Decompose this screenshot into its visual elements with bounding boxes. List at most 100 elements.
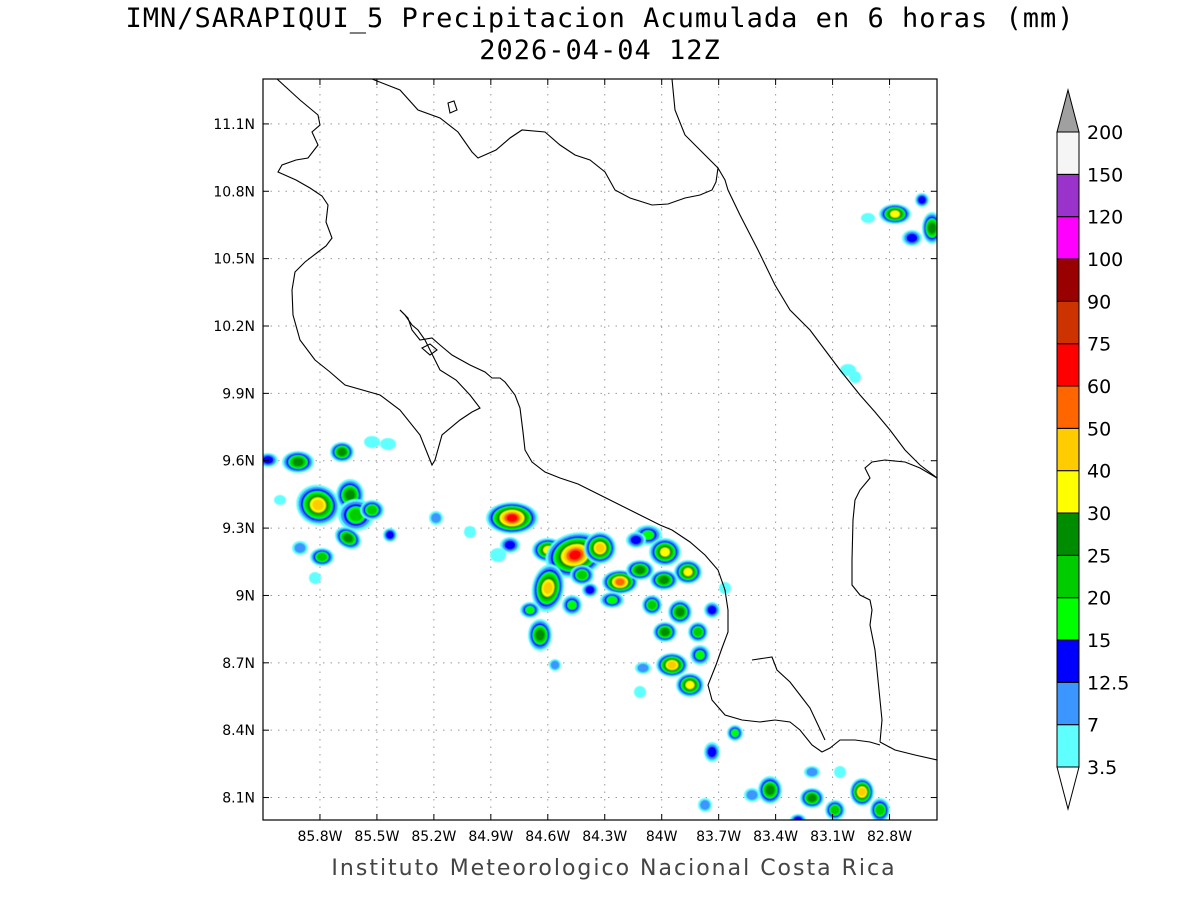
rain-cell (364, 436, 380, 448)
rain-contour (685, 680, 695, 690)
rain-cell (490, 548, 506, 562)
rain-contour (595, 543, 605, 553)
rain-contour (875, 805, 885, 815)
rain-cell (570, 565, 594, 585)
lon-tick-label: 85.8W (297, 829, 342, 845)
rain-contour (525, 605, 535, 615)
colorbar-swatch (1056, 216, 1080, 260)
lat-tick-label: 8.1N (222, 791, 255, 807)
rain-contour (830, 805, 840, 815)
rain-contour (707, 746, 717, 758)
rain-contour (695, 650, 705, 660)
rain-contour (364, 436, 380, 448)
lon-tick-label: 85.5W (354, 829, 399, 845)
rain-cell (800, 788, 824, 808)
rain-cell (674, 560, 702, 584)
golfito-coast (751, 656, 826, 741)
rain-cell (676, 673, 704, 697)
rain-contour (343, 533, 353, 543)
rain-cell (584, 532, 616, 564)
rain-contour (806, 767, 818, 777)
rain-cell (292, 541, 308, 555)
colorbar-label: 150 (1087, 164, 1123, 186)
lat-tick-label: 9N (236, 588, 255, 604)
rain-contour (585, 585, 595, 595)
rain-cell (704, 742, 720, 762)
colorbar-swatch (1056, 597, 1080, 641)
map-datetime: 2026-04-04 12Z (479, 35, 721, 66)
colorbar-under-arrow (1056, 766, 1080, 811)
rain-cell (500, 537, 520, 553)
colorbar-label: 3.5 (1087, 757, 1117, 779)
precipitation-field (263, 193, 937, 820)
colorbar-label: 75 (1087, 334, 1111, 356)
rain-cell (520, 602, 540, 618)
rain-cell (334, 526, 362, 550)
panama-south-coast (879, 741, 937, 761)
rain-cell (650, 570, 678, 590)
rain-cell (879, 204, 911, 224)
colorbar-label: 25 (1087, 545, 1111, 567)
rain-cell (634, 686, 646, 698)
lat-tick-label: 10.5N (213, 252, 255, 268)
colorbar-swatch (1056, 300, 1080, 345)
lat-tick-label: 8.7N (222, 656, 255, 672)
rain-cell (727, 725, 743, 741)
rain-contour (693, 627, 703, 637)
rain-cell (309, 572, 321, 584)
rain-cell (870, 798, 890, 820)
coastline-caribbean (371, 79, 937, 479)
rain-contour (861, 213, 875, 223)
rain-cell (429, 511, 443, 525)
colorbar-legend: 3.5 7 12.5 15 20 25 30 40 50 60 75 90 100 120 150 200 (1056, 88, 1129, 811)
rain-contour (274, 495, 286, 505)
rain-contour (719, 582, 731, 594)
colorbar-swatch (1056, 681, 1080, 726)
colorbar-swatch (1056, 639, 1080, 683)
colorbar-swatch (1056, 131, 1080, 175)
rain-contour (730, 728, 740, 738)
rain-cell (549, 659, 561, 671)
rain-cell (825, 800, 845, 820)
lat-tick-label: 9.9N (222, 386, 255, 402)
rain-contour (292, 457, 304, 467)
rain-contour (345, 489, 355, 501)
coastlines (276, 79, 937, 761)
lon-tick-label: 84W (646, 829, 678, 845)
rain-cell (690, 645, 710, 665)
rain-contour (490, 548, 506, 562)
rain-contour (890, 210, 900, 218)
rain-cell (486, 502, 538, 534)
rain-cell (668, 600, 692, 624)
map-title: IMN/SARAPIQUI_5 Precipitacion Acumulada … (125, 3, 1075, 34)
rain-cell (360, 500, 384, 520)
rain-contour (550, 660, 560, 670)
colorbar-label: 120 (1087, 207, 1123, 229)
colorbar-label: 7 (1087, 715, 1099, 737)
rain-contour (577, 570, 587, 580)
rain-cell (296, 484, 340, 526)
colorbar-label: 40 (1087, 461, 1111, 483)
rain-contour (637, 663, 649, 673)
colorbar-swatch (1056, 554, 1080, 599)
lon-tick-label: 85.2W (411, 829, 456, 845)
lon-tick-label: 83.4W (753, 829, 798, 845)
axis-ticks: 11.1N 10.8N 10.5N 10.2N 9.9N 9.6N 9.3N 9N 8.7N 8.… (213, 79, 937, 845)
rain-cell (902, 230, 922, 246)
rain-contour (746, 789, 758, 801)
rain-cell (642, 595, 662, 615)
colorbar-swatch (1056, 724, 1080, 768)
rain-cell (850, 778, 874, 806)
lat-tick-label: 11.1N (213, 117, 255, 133)
rain-cell (330, 442, 354, 462)
rain-contour (430, 512, 442, 524)
rain-cell (383, 528, 397, 542)
rain-contour (317, 553, 327, 561)
rain-contour (630, 535, 642, 545)
rain-cell (915, 193, 929, 207)
colorbar-over-arrow (1056, 88, 1080, 133)
rain-contour (309, 572, 321, 584)
lat-tick-label: 9.3N (222, 521, 255, 537)
rain-contour (928, 222, 936, 234)
rain-cell (849, 371, 861, 383)
